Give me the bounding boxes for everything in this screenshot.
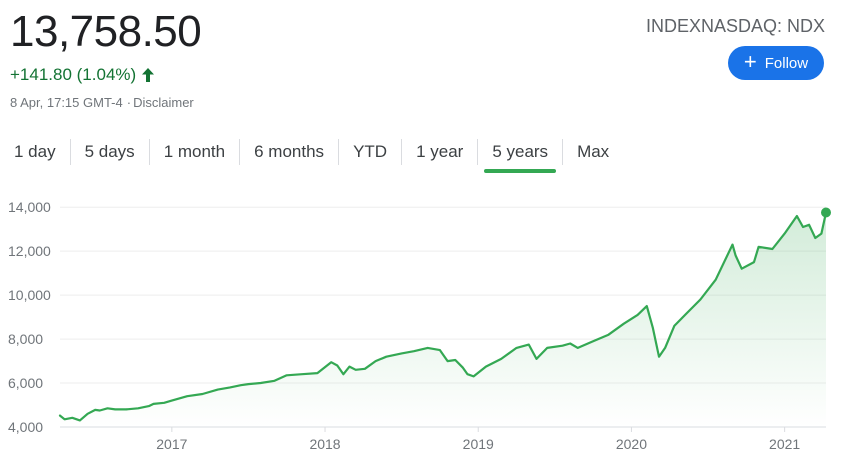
tab-divider (239, 139, 241, 165)
y-tick-label: 12,000 (8, 243, 51, 259)
tab-divider (477, 139, 479, 165)
tab-1-month[interactable]: 1 month (163, 142, 226, 161)
price-change: +141.80 (1.04%) (10, 64, 155, 86)
y-tick-label: 10,000 (8, 287, 51, 303)
x-tick-label: 2020 (616, 436, 647, 452)
quote-datetime: 8 Apr, 17:15 GMT-4 (10, 95, 123, 110)
y-tick-label: 4,000 (8, 419, 43, 435)
tab-divider (401, 139, 403, 165)
follow-button[interactable]: + Follow (728, 46, 824, 80)
tab-max[interactable]: Max (577, 142, 610, 161)
price-line (58, 211, 828, 422)
latest-price-marker[interactable] (821, 207, 831, 218)
x-tick-label: 2018 (309, 436, 340, 452)
quote-meta: 8 Apr, 17:15 GMT-4 · Disclaimer (10, 95, 194, 110)
tab-6-months[interactable]: 6 months (254, 142, 325, 161)
x-tick-label: 2017 (156, 436, 187, 452)
follow-button-label: Follow (764, 54, 809, 72)
tab-1-year[interactable]: 1 year (416, 142, 464, 161)
tab-5-days[interactable]: 5 days (84, 142, 135, 161)
price-area-fill (60, 212, 826, 427)
x-tick-label: 2021 (769, 436, 800, 452)
ticker-symbol: INDEXNASDAQ: NDX (645, 16, 825, 36)
tab-5-years[interactable]: 5 years (478, 134, 562, 173)
arrow-up-icon (142, 68, 155, 82)
tab-1-day[interactable]: 1 day (14, 142, 56, 161)
y-tick-label: 8,000 (8, 331, 43, 347)
y-tick-label: 14,000 (8, 199, 51, 215)
price-chart: 4,000 6,000 8,000 10,000 12,000 14,000 2017 201… (8, 199, 831, 452)
tab-divider (562, 139, 564, 165)
x-tick-label: 2019 (463, 436, 494, 452)
tab-divider (69, 139, 71, 165)
plus-icon: + (743, 49, 757, 74)
y-tick-label: 6,000 (8, 375, 43, 391)
price-change-value: +141.80 (1.04%) (10, 65, 137, 84)
tab-ytd[interactable]: YTD (353, 142, 388, 161)
tab-divider (148, 139, 150, 165)
range-tabs: 1 day 5 days 1 month 6 months YTD 1 year… (0, 132, 623, 173)
current-price: 13,758.50 (10, 7, 202, 56)
disclaimer-link[interactable]: Disclaimer (133, 95, 194, 110)
tab-divider (338, 139, 340, 165)
